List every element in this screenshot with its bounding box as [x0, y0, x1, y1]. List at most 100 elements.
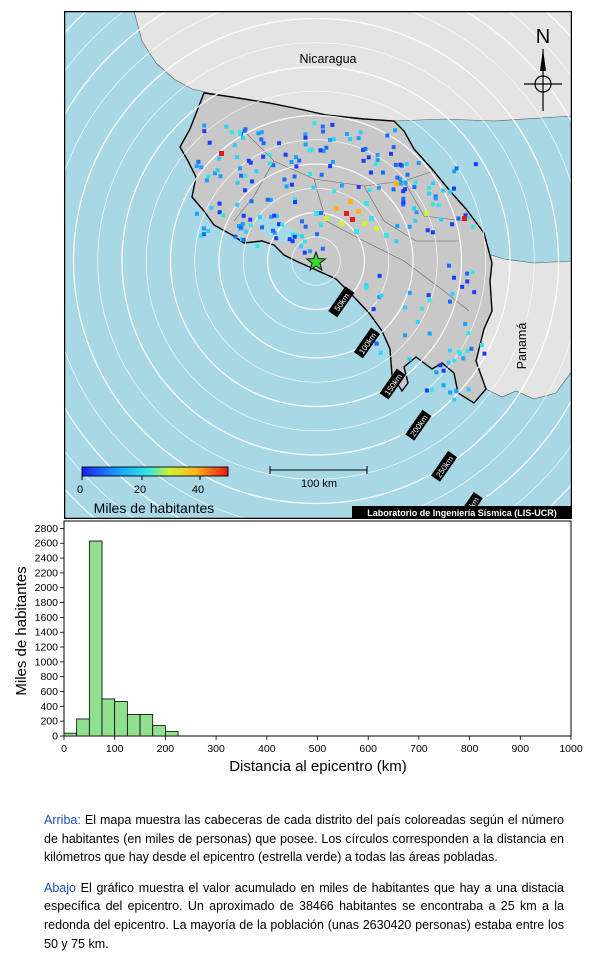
population-marker — [309, 147, 314, 152]
population-marker — [265, 197, 270, 202]
population-marker — [393, 162, 398, 167]
population-marker — [377, 295, 382, 300]
population-marker — [268, 197, 273, 202]
population-marker — [261, 154, 266, 159]
population-marker — [361, 158, 366, 163]
population-marker — [320, 246, 325, 251]
population-marker — [429, 387, 434, 392]
population-marker — [300, 219, 305, 224]
histogram-bar — [114, 701, 128, 737]
population-marker — [450, 291, 455, 296]
distance-ring — [291, 236, 341, 286]
population-marker — [221, 212, 226, 217]
x-tick-label: 900 — [512, 743, 530, 755]
population-marker — [339, 221, 344, 226]
population-marker — [318, 148, 323, 153]
population-marker — [243, 173, 248, 178]
histogram-bar — [101, 698, 116, 737]
population-marker — [391, 145, 396, 150]
population-marker — [469, 346, 474, 351]
population-marker — [447, 348, 452, 353]
population-marker — [302, 250, 307, 255]
population-marker — [324, 145, 329, 150]
population-marker — [393, 128, 398, 133]
histogram-bar — [139, 714, 154, 737]
population-marker — [412, 206, 417, 211]
population-marker — [314, 232, 319, 237]
population-marker — [280, 222, 285, 227]
colorbar-tick-0: 0 — [77, 484, 83, 496]
population-marker — [364, 283, 369, 288]
population-marker — [366, 155, 371, 160]
y-tick-label: 1600 — [35, 612, 59, 624]
population-marker — [302, 239, 307, 244]
population-marker — [427, 331, 432, 336]
y-tick-label: 2200 — [35, 567, 59, 579]
population-marker — [451, 275, 456, 280]
population-marker — [237, 166, 242, 171]
y-tick-label: 2600 — [35, 538, 59, 550]
population-marker — [293, 200, 298, 205]
histogram-panel: 0 200 400 600 800 1000 1200 1400 1600 1800 2000 220… — [0, 519, 590, 779]
population-marker — [328, 164, 333, 169]
x-tick-label: 700 — [410, 743, 428, 755]
population-marker — [446, 360, 451, 365]
population-marker — [401, 200, 406, 205]
population-marker — [303, 142, 308, 147]
y-tick-label: 2000 — [35, 582, 59, 594]
population-marker — [240, 222, 245, 227]
population-marker — [364, 201, 369, 206]
population-marker — [363, 146, 368, 151]
population-marker — [431, 181, 436, 186]
population-marker — [395, 223, 400, 228]
population-marker — [394, 239, 399, 244]
population-marker — [292, 234, 297, 239]
population-marker — [199, 165, 204, 170]
population-marker — [460, 284, 465, 289]
population-marker — [267, 161, 272, 166]
population-marker — [403, 187, 408, 192]
population-marker — [404, 162, 409, 167]
population-marker — [297, 158, 302, 163]
population-marker — [358, 130, 363, 135]
x-tick-label: 300 — [207, 743, 225, 755]
population-marker — [350, 217, 355, 222]
population-marker — [241, 237, 246, 242]
population-marker — [416, 161, 421, 166]
population-marker — [331, 137, 336, 142]
x-axis-label: Distancia al epicentro (km) — [229, 758, 407, 775]
population-marker — [307, 171, 312, 176]
population-marker — [248, 223, 253, 228]
population-marker — [308, 249, 313, 254]
population-marker — [362, 221, 367, 226]
colorbar-tick-20: 20 — [134, 484, 146, 496]
population-marker — [348, 137, 353, 142]
histogram-bars — [63, 540, 179, 737]
population-marker — [290, 232, 295, 237]
population-marker — [457, 351, 462, 356]
map-panel: 50km100km150km200km250km300km350km Nicar… — [63, 10, 573, 520]
population-marker — [424, 211, 429, 216]
population-marker — [398, 181, 403, 186]
population-marker — [427, 191, 432, 196]
population-marker — [330, 122, 335, 127]
population-marker — [246, 158, 251, 163]
population-marker — [282, 177, 287, 182]
colorbar-tick-40: 40 — [192, 484, 204, 496]
histogram-bar — [126, 714, 141, 737]
population-marker — [330, 159, 335, 164]
population-marker — [424, 388, 429, 393]
population-marker — [441, 383, 446, 388]
population-marker — [274, 236, 279, 241]
population-marker — [403, 181, 408, 186]
caption-top-text: El mapa muestra las cabeceras de cada di… — [44, 813, 564, 865]
population-marker — [255, 244, 260, 249]
population-marker — [235, 155, 240, 160]
population-marker — [415, 319, 420, 324]
population-marker — [303, 132, 308, 137]
population-marker — [371, 307, 376, 312]
population-marker — [450, 222, 455, 227]
population-marker — [275, 214, 280, 219]
y-tick-label: 800 — [40, 671, 58, 683]
population-marker — [257, 215, 262, 220]
